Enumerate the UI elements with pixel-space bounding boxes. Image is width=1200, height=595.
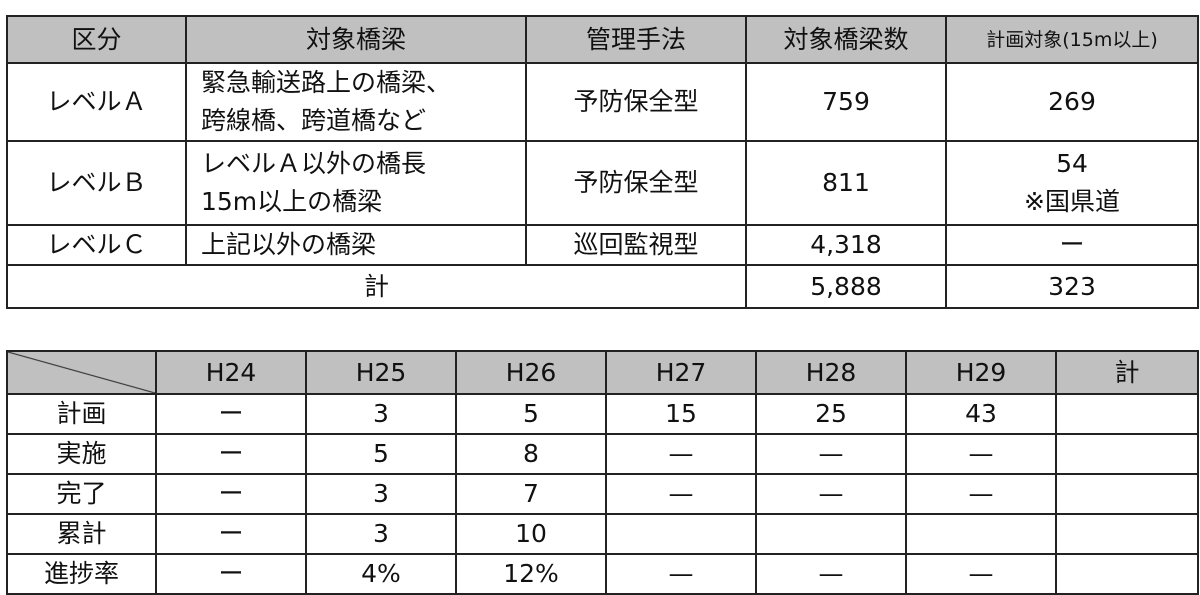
- value-cell: [605, 513, 757, 555]
- header-cell: 区分: [6, 15, 187, 64]
- total-label: 計: [6, 264, 747, 309]
- value-cell: 7: [455, 473, 607, 515]
- value-cell: [905, 513, 1057, 555]
- level-cell: レベルＣ: [6, 224, 187, 266]
- value-cell: [1055, 473, 1199, 515]
- value-cell: 5: [305, 433, 457, 475]
- value-cell: [1055, 513, 1199, 555]
- value-cell: 15: [605, 393, 757, 435]
- corner-diagonal-cell: [6, 350, 157, 395]
- value-cell: ー: [155, 553, 307, 595]
- level-cell: レベルＡ: [6, 62, 187, 142]
- value-cell: —: [905, 433, 1057, 475]
- target-line: 跨線橋、跨道橋など: [201, 106, 427, 135]
- value-cell: [1055, 433, 1199, 475]
- method-cell: 巡回監視型: [525, 224, 747, 266]
- plan-cell: 269: [945, 62, 1199, 142]
- target-cell: 上記以外の橋梁: [185, 224, 527, 266]
- table-row: 進捗率ー 4% 12% — — —: [6, 553, 1199, 595]
- table-row: 実施ー 5 8— — —: [6, 433, 1199, 475]
- value-cell: ー: [155, 473, 307, 515]
- value-cell: 4%: [305, 553, 457, 595]
- header-cell: 管理手法: [525, 15, 747, 64]
- value-cell: —: [905, 553, 1057, 595]
- value-cell: 5: [455, 393, 607, 435]
- target-line: 15m以上の橋梁: [201, 187, 383, 216]
- plan-cell: ー: [945, 224, 1199, 266]
- value-cell: 25: [755, 393, 907, 435]
- header-cell: 計: [1055, 350, 1199, 395]
- value-cell: —: [605, 473, 757, 515]
- value-cell: —: [605, 433, 757, 475]
- value-cell: —: [755, 473, 907, 515]
- total-row: 計 5,888 323: [6, 264, 1199, 309]
- value-cell: —: [605, 553, 757, 595]
- value-cell: [1055, 553, 1199, 595]
- table-row: レベルＣ 上記以外の橋梁 巡回監視型 4,318 ー: [6, 224, 1199, 266]
- value-cell: 3: [305, 513, 457, 555]
- plan-value: 54: [1056, 149, 1088, 178]
- table-row: 計画ー 3 5 15 25 43: [6, 393, 1199, 435]
- target-cell: 緊急輸送路上の橋梁、 跨線橋、跨道橋など: [185, 62, 527, 142]
- method-cell: 予防保全型: [525, 140, 747, 226]
- table-row: レベルＢ レベルＡ以外の橋長 15m以上の橋梁 予防保全型 811 54 ※国県道: [6, 140, 1199, 226]
- count-cell: 811: [745, 140, 947, 226]
- header-cell: H27: [605, 350, 757, 395]
- value-cell: ー: [155, 513, 307, 555]
- count-cell: 4,318: [745, 224, 947, 266]
- header-cell: H25: [305, 350, 457, 395]
- target-cell: レベルＡ以外の橋長 15m以上の橋梁: [185, 140, 527, 226]
- value-cell: 12%: [455, 553, 607, 595]
- value-cell: 8: [455, 433, 607, 475]
- total-count: 5,888: [745, 264, 947, 309]
- plan-note: ※国県道: [1024, 187, 1120, 216]
- target-line: 緊急輸送路上の橋梁、: [201, 68, 452, 97]
- value-cell: 3: [305, 393, 457, 435]
- header-cell: H29: [905, 350, 1057, 395]
- header-cell: 対象橋梁: [185, 15, 527, 64]
- header-cell: 対象橋梁数: [745, 15, 947, 64]
- value-cell: 10: [455, 513, 607, 555]
- total-plan: 323: [945, 264, 1199, 309]
- row-label: 累計: [6, 513, 157, 555]
- value-cell: 3: [305, 473, 457, 515]
- value-cell: ー: [155, 433, 307, 475]
- header-row: H24 H25 H26 H27 H28 H29 計: [6, 350, 1199, 395]
- row-label: 進捗率: [6, 553, 157, 595]
- table-row: 累計ー 3 10: [6, 513, 1199, 555]
- row-label: 実施: [6, 433, 157, 475]
- header-cell: H28: [755, 350, 907, 395]
- value-cell: —: [755, 553, 907, 595]
- header-cell: H24: [155, 350, 307, 395]
- method-cell: 予防保全型: [525, 62, 747, 142]
- value-cell: 43: [905, 393, 1057, 435]
- value-cell: [755, 513, 907, 555]
- header-cell: 計画対象(15m以上): [945, 15, 1199, 64]
- value-cell: —: [755, 433, 907, 475]
- target-line: レベルＡ以外の橋長: [201, 149, 427, 178]
- plan-cell: 54 ※国県道: [945, 140, 1199, 226]
- header-row: 区分 対象橋梁 管理手法 対象橋梁数 計画対象(15m以上): [6, 15, 1199, 64]
- table-row: レベルＡ 緊急輸送路上の橋梁、 跨線橋、跨道橋など 予防保全型 759 269: [6, 62, 1199, 142]
- bridge-level-table: 区分 対象橋梁 管理手法 対象橋梁数 計画対象(15m以上) レベルＡ 緊急輸送…: [6, 15, 1199, 309]
- value-cell: ー: [155, 393, 307, 435]
- value-cell: [1055, 393, 1199, 435]
- count-cell: 759: [745, 62, 947, 142]
- row-label: 計画: [6, 393, 157, 435]
- header-cell: H26: [455, 350, 607, 395]
- level-cell: レベルＢ: [6, 140, 187, 226]
- row-label: 完了: [6, 473, 157, 515]
- yearly-progress-table: H24 H25 H26 H27 H28 H29 計 計画ー 3 5 15 25 43 実施ー…: [6, 350, 1199, 595]
- value-cell: —: [905, 473, 1057, 515]
- table-row: 完了ー 3 7— — —: [6, 473, 1199, 515]
